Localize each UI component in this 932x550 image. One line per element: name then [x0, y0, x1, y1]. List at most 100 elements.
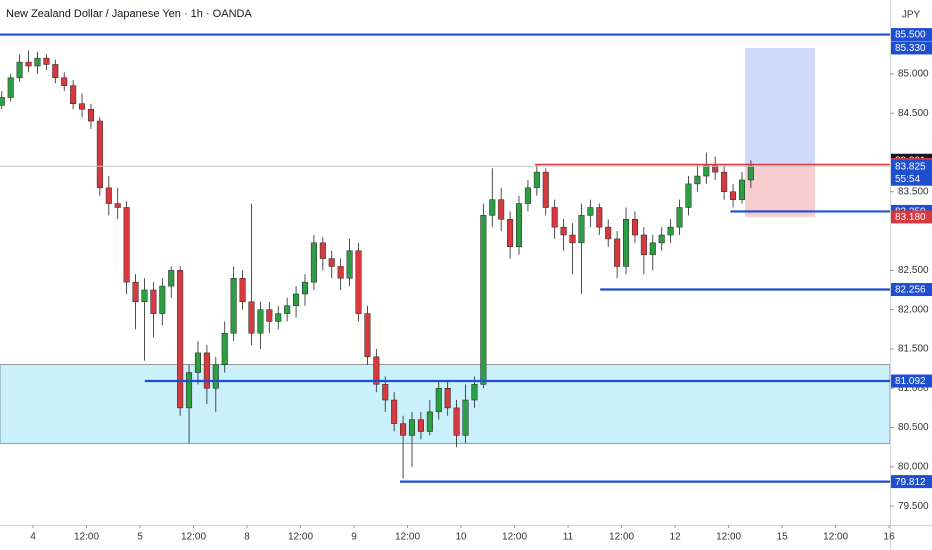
chart-title: New Zealand Dollar / Japanese Yen · 1h ·…: [6, 8, 252, 20]
y-tick-label: 83.500: [898, 186, 929, 197]
candle-body: [159, 285, 166, 314]
candle-body: [400, 423, 407, 436]
candle-body: [177, 270, 184, 409]
candle-body: [516, 203, 523, 248]
candle-body: [426, 411, 433, 432]
candle-body: [355, 250, 362, 314]
candle-body: [284, 305, 291, 314]
candle-body: [346, 250, 353, 279]
y-tick-label: 80.500: [898, 422, 929, 433]
candle-body: [275, 313, 282, 322]
x-tick-label: 12:00: [288, 532, 313, 543]
candle-body: [667, 226, 674, 236]
x-tick-label: 12:00: [609, 532, 634, 543]
target-area: [745, 47, 816, 165]
candle-body: [310, 242, 317, 283]
candle-body: [150, 289, 157, 314]
candle-body: [408, 419, 416, 436]
x-tick-label: 10: [455, 532, 467, 543]
x-tick-label: 16: [884, 532, 896, 543]
candle-body: [168, 270, 175, 287]
candle-body: [7, 77, 14, 98]
candle-body: [560, 226, 567, 236]
y-tick-label: 84.500: [898, 108, 929, 119]
candle-body: [507, 219, 514, 248]
price-badge-label: 85.330: [895, 43, 926, 54]
candle-body: [70, 85, 77, 104]
candle-body: [480, 215, 487, 385]
candle-body: [52, 64, 59, 79]
stop-area: [745, 164, 816, 217]
x-tick-label: 12:00: [823, 532, 848, 543]
candle-body: [25, 61, 32, 67]
candle-body: [640, 234, 647, 255]
candle-body: [551, 207, 558, 228]
candle-body: [257, 309, 264, 334]
price-badge: [891, 475, 932, 489]
candle-body: [212, 364, 219, 389]
x-tick-label: 12:00: [716, 532, 741, 543]
price-badge-label: 83.825: [895, 161, 926, 172]
y-tick-label: 79.500: [898, 501, 929, 512]
candle-body: [712, 164, 719, 173]
candle-body: [132, 281, 139, 303]
candle-body: [337, 266, 344, 279]
candle-body: [542, 171, 549, 208]
candle-body: [738, 179, 745, 200]
candle-body: [301, 281, 309, 295]
candle-body: [471, 384, 478, 401]
candle-body: [614, 238, 621, 267]
candle-body: [382, 384, 389, 401]
y-tick-label: 82.000: [898, 304, 929, 315]
x-tick-label: 12: [670, 532, 682, 543]
price-badge-label: 79.812: [895, 477, 926, 488]
candle-body: [721, 171, 728, 193]
price-badge: [891, 210, 932, 224]
candle-body: [79, 103, 86, 110]
candle-body: [658, 234, 665, 244]
candle-body: [373, 356, 380, 385]
candle-body: [293, 293, 300, 306]
candle-body: [605, 226, 612, 240]
y-tick-label: 85.000: [898, 69, 929, 80]
candle-body: [489, 199, 496, 216]
x-tick-label: 12:00: [181, 532, 206, 543]
candle-body: [569, 234, 576, 244]
candle-body: [266, 309, 273, 322]
x-tick-label: 12:00: [502, 532, 527, 543]
candle-body: [43, 57, 50, 65]
candle-body: [328, 258, 335, 267]
x-tick-label: 12:00: [395, 532, 420, 543]
candle-body: [417, 419, 424, 432]
candle-body: [587, 207, 594, 216]
candle-body: [747, 165, 754, 181]
price-badge-label: 81.092: [895, 376, 926, 387]
candle-body: [123, 207, 130, 283]
price-axis-bg: [890, 0, 932, 550]
candle-body: [435, 387, 442, 413]
candle-body: [96, 120, 103, 189]
candle-body: [596, 207, 603, 228]
x-tick-label: 15: [777, 532, 789, 543]
x-tick-label: 4: [30, 532, 36, 543]
candle-body: [578, 215, 585, 244]
candle-body: [524, 187, 531, 204]
candle-body: [239, 277, 246, 303]
candle-body: [34, 57, 41, 67]
candle-body: [248, 301, 255, 334]
candle-body: [230, 277, 237, 334]
y-tick-label: 81.500: [898, 344, 929, 355]
candle-body: [533, 171, 540, 189]
candle-body: [319, 242, 326, 259]
price-badge-label: 85.500: [895, 30, 926, 41]
candle-body: [0, 97, 5, 106]
price-badge: [891, 28, 932, 42]
price-badge-label: 83.180: [895, 212, 926, 223]
candle-body: [221, 332, 228, 365]
candle-body: [141, 289, 148, 303]
candle-body: [730, 191, 737, 200]
plot: [0, 33, 891, 483]
candle-body: [203, 352, 210, 389]
